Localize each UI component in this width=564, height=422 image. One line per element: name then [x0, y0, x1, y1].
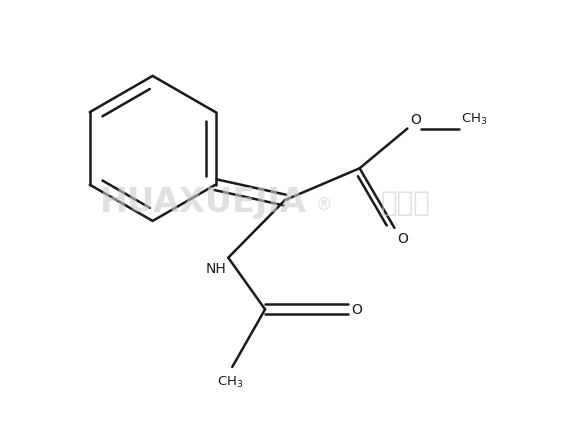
- Text: HUAXUEJIA: HUAXUEJIA: [100, 186, 307, 219]
- Text: 化学加: 化学加: [381, 189, 430, 216]
- Text: O: O: [352, 303, 363, 317]
- Text: O: O: [411, 113, 421, 127]
- Text: NH: NH: [205, 262, 226, 276]
- Text: O: O: [398, 232, 408, 246]
- Text: ®: ®: [316, 196, 332, 214]
- Text: CH$_3$: CH$_3$: [217, 375, 244, 390]
- Text: CH$_3$: CH$_3$: [461, 111, 487, 127]
